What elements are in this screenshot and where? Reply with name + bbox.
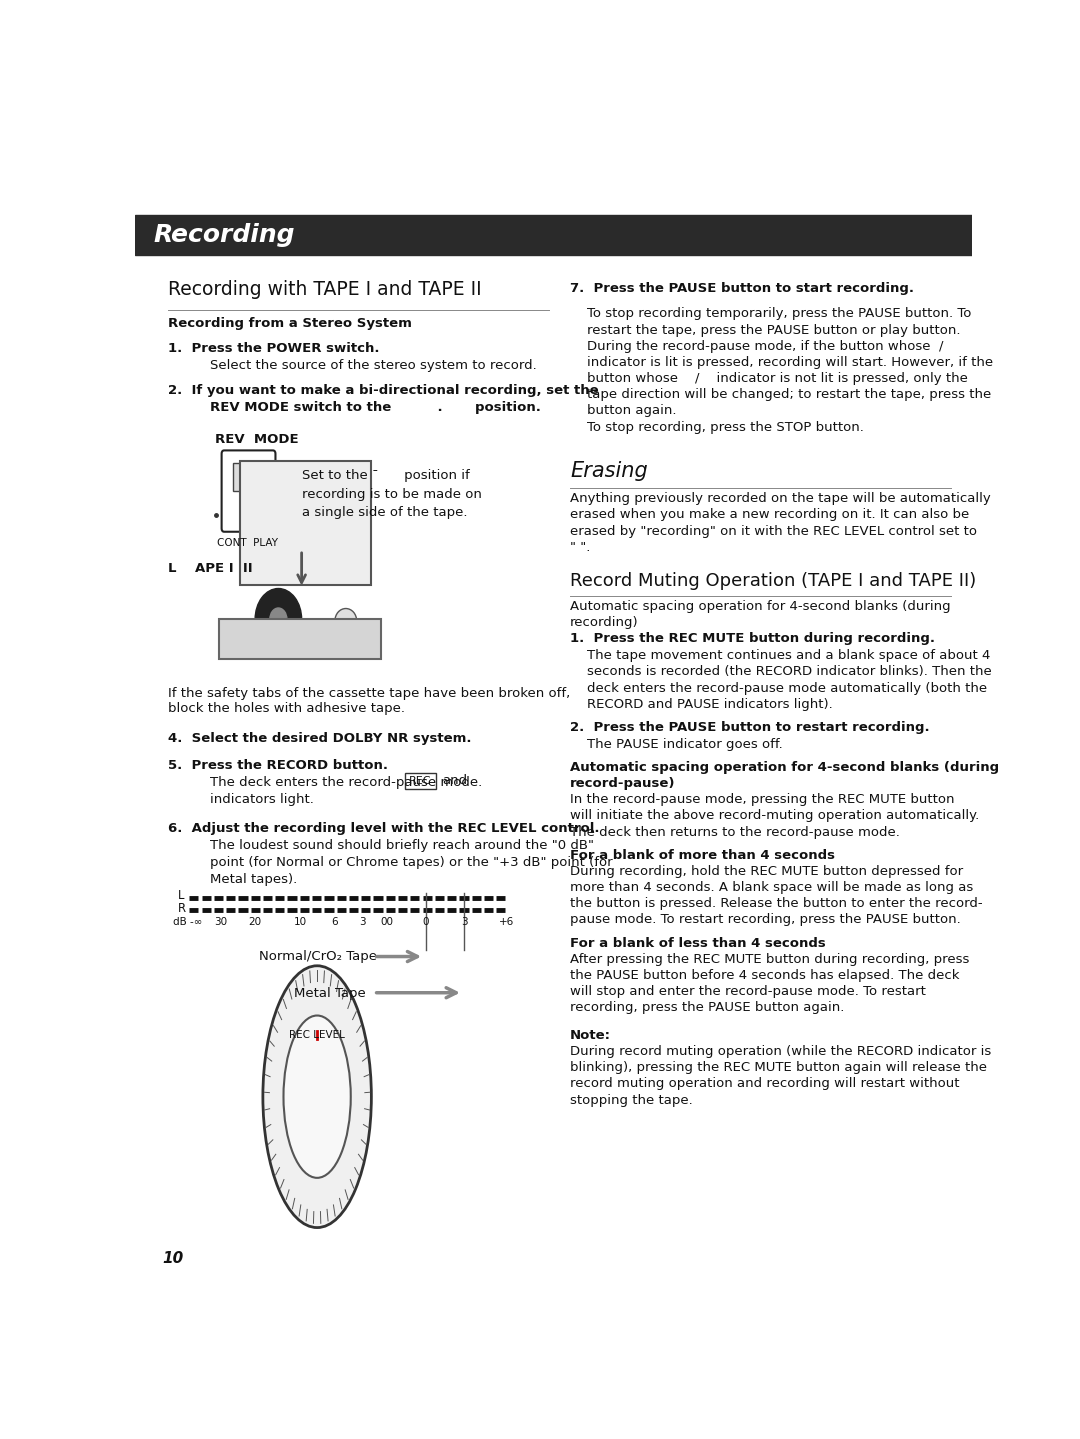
Text: 6.  Adjust the recording level with the REC LEVEL control.: 6. Adjust the recording level with the R…	[168, 822, 600, 835]
Text: Recording from a Stereo System: Recording from a Stereo System	[168, 318, 413, 331]
Text: 0: 0	[422, 917, 429, 927]
Text: pause mode. To restart recording, press the PAUSE button.: pause mode. To restart recording, press …	[570, 914, 961, 927]
Text: +6: +6	[499, 917, 515, 927]
Text: will stop and enter the record-pause mode. To restart: will stop and enter the record-pause mod…	[570, 986, 927, 999]
Bar	[405, 773, 435, 789]
Text: Automatic spacing operation for 4-second blanks (during: Automatic spacing operation for 4-second…	[570, 600, 950, 613]
Text: The deck enters the record-pause mode.: The deck enters the record-pause mode.	[211, 777, 483, 790]
Text: The PAUSE indicator goes off.: The PAUSE indicator goes off.	[588, 738, 783, 751]
Text: block the holes with adhesive tape.: block the holes with adhesive tape.	[168, 702, 405, 715]
Text: REV MODE switch to the          .       position.: REV MODE switch to the . position.	[211, 401, 541, 414]
Text: After pressing the REC MUTE button during recording, press: After pressing the REC MUTE button durin…	[570, 953, 970, 966]
Text: To stop recording temporarily, press the PAUSE button. To: To stop recording temporarily, press the…	[588, 308, 971, 321]
Text: 3: 3	[359, 917, 365, 927]
Circle shape	[255, 589, 301, 650]
Text: more than 4 seconds. A blank space will be made as long as: more than 4 seconds. A blank space will …	[570, 881, 973, 894]
Text: L: L	[177, 889, 184, 902]
Bar	[218, 619, 381, 659]
Bar	[243, 519, 255, 528]
Ellipse shape	[283, 1016, 351, 1179]
Text: 00: 00	[380, 917, 393, 927]
Text: point (for Normal or Chrome tapes) or the "+3 dB" point (for: point (for Normal or Chrome tapes) or th…	[211, 856, 613, 869]
Text: Recording: Recording	[153, 223, 295, 248]
Text: " ".: " ".	[570, 541, 591, 554]
Text: recording, press the PAUSE button again.: recording, press the PAUSE button again.	[570, 1002, 845, 1014]
Text: erased when you make a new recording on it. It can also be: erased when you make a new recording on …	[570, 508, 970, 521]
Text: CONT  PLAY: CONT PLAY	[217, 538, 278, 548]
Text: During record muting operation (while the RECORD indicator is: During record muting operation (while th…	[570, 1045, 991, 1058]
Text: 2.  Press the PAUSE button to restart recording.: 2. Press the PAUSE button to restart rec…	[570, 721, 930, 734]
Text: 4.  Select the desired DOLBY NR system.: 4. Select the desired DOLBY NR system.	[168, 731, 472, 745]
Text: Normal/CrO₂ Tape: Normal/CrO₂ Tape	[259, 950, 377, 963]
Text: the button is pressed. Release the button to enter the record-: the button is pressed. Release the butto…	[570, 898, 983, 911]
Text: 30: 30	[214, 917, 227, 927]
Text: record-pause): record-pause)	[570, 777, 676, 790]
Text: Note:: Note:	[570, 1029, 611, 1042]
Text: REC: REC	[409, 776, 431, 786]
Text: erased by "recording" on it with the REC LEVEL control set to: erased by "recording" on it with the REC…	[570, 525, 977, 538]
Ellipse shape	[262, 966, 372, 1227]
Text: blinking), pressing the REC MUTE button again will release the: blinking), pressing the REC MUTE button …	[570, 1061, 987, 1075]
Text: indicators light.: indicators light.	[211, 793, 314, 806]
Text: RECORD and PAUSE indicators light).: RECORD and PAUSE indicators light).	[588, 698, 833, 711]
Text: Metal Tape: Metal Tape	[294, 987, 366, 1000]
Text: tape direction will be changed; to restart the tape, press the: tape direction will be changed; to resta…	[588, 389, 991, 401]
Circle shape	[270, 609, 287, 630]
Text: REV  MODE: REV MODE	[215, 433, 298, 446]
Text: 5.  Press the RECORD button.: 5. Press the RECORD button.	[168, 760, 389, 773]
Text: For a blank of more than 4 seconds: For a blank of more than 4 seconds	[570, 849, 835, 862]
Text: Anything previously recorded on the tape will be automatically: Anything previously recorded on the tape…	[570, 492, 991, 505]
Text: deck enters the record-pause mode automatically (both the: deck enters the record-pause mode automa…	[588, 682, 987, 695]
Text: The loudest sound should briefly reach around the "0 dB": The loudest sound should briefly reach a…	[211, 839, 594, 852]
Bar	[233, 463, 265, 491]
Text: L    APE I  II: L APE I II	[168, 561, 253, 574]
Text: During recording, hold the REC MUTE button depressed for: During recording, hold the REC MUTE butt…	[570, 865, 963, 878]
Text: seconds is recorded (the RECORD indicator blinks). Then the: seconds is recorded (the RECORD indicato…	[588, 665, 991, 678]
Text: Select the source of the stereo system to record.: Select the source of the stereo system t…	[211, 358, 537, 373]
Bar	[135, 214, 972, 255]
Bar	[240, 462, 372, 584]
Text: and: and	[443, 774, 468, 787]
Text: recording): recording)	[570, 616, 639, 629]
Text: restart the tape, press the PAUSE button or play button.: restart the tape, press the PAUSE button…	[588, 324, 960, 337]
Text: indicator is lit is pressed, recording will start. However, if the: indicator is lit is pressed, recording w…	[588, 355, 994, 368]
Text: 20: 20	[248, 917, 261, 927]
Text: 10: 10	[162, 1250, 184, 1266]
Text: Set to the ¯      position if
recording is to be made on
a single side of the ta: Set to the ¯ position if recording is to…	[301, 469, 482, 519]
Ellipse shape	[335, 609, 356, 633]
Text: 6: 6	[332, 917, 338, 927]
Text: 1.  Press the REC MUTE button during recording.: 1. Press the REC MUTE button during reco…	[570, 632, 935, 645]
Text: Record Muting Operation (TAPE I and TAPE II): Record Muting Operation (TAPE I and TAPE…	[570, 571, 976, 590]
Text: 2.  If you want to make a bi-directional recording, set the: 2. If you want to make a bi-directional …	[168, 384, 599, 397]
Text: The deck then returns to the record-pause mode.: The deck then returns to the record-paus…	[570, 826, 900, 839]
Text: button again.: button again.	[588, 404, 676, 417]
Text: For a blank of less than 4 seconds: For a blank of less than 4 seconds	[570, 937, 826, 950]
FancyBboxPatch shape	[221, 450, 275, 532]
Text: R: R	[177, 902, 186, 915]
Text: dB -∞: dB -∞	[173, 917, 202, 927]
Text: Recording with TAPE I and TAPE II: Recording with TAPE I and TAPE II	[168, 281, 482, 299]
Text: Automatic spacing operation for 4-second blanks (during: Automatic spacing operation for 4-second…	[570, 761, 999, 774]
Text: 3: 3	[461, 917, 468, 927]
Text: If the safety tabs of the cassette tape have been broken off,: If the safety tabs of the cassette tape …	[168, 686, 570, 699]
Text: REC LEVEL: REC LEVEL	[289, 1030, 346, 1040]
Text: stopping the tape.: stopping the tape.	[570, 1094, 693, 1107]
Text: the PAUSE button before 4 seconds has elapsed. The deck: the PAUSE button before 4 seconds has el…	[570, 968, 960, 981]
Text: 1.  Press the POWER switch.: 1. Press the POWER switch.	[168, 342, 380, 355]
Text: 10: 10	[294, 917, 307, 927]
Text: record muting operation and recording will restart without: record muting operation and recording wi…	[570, 1078, 960, 1091]
Text: During the record-pause mode, if the button whose  /: During the record-pause mode, if the but…	[588, 340, 944, 353]
Text: The tape movement continues and a blank space of about 4: The tape movement continues and a blank …	[588, 649, 990, 662]
Text: Erasing: Erasing	[570, 462, 648, 482]
Text: In the record-pause mode, pressing the REC MUTE button: In the record-pause mode, pressing the R…	[570, 793, 955, 806]
Text: Metal tapes).: Metal tapes).	[211, 872, 298, 885]
Text: To stop recording, press the STOP button.: To stop recording, press the STOP button…	[588, 420, 864, 433]
Text: button whose    /    indicator is not lit is pressed, only the: button whose / indicator is not lit is p…	[588, 373, 968, 386]
Text: 7.  Press the PAUSE button to start recording.: 7. Press the PAUSE button to start recor…	[570, 282, 915, 295]
Text: will initiate the above record-muting operation automatically.: will initiate the above record-muting op…	[570, 810, 980, 823]
